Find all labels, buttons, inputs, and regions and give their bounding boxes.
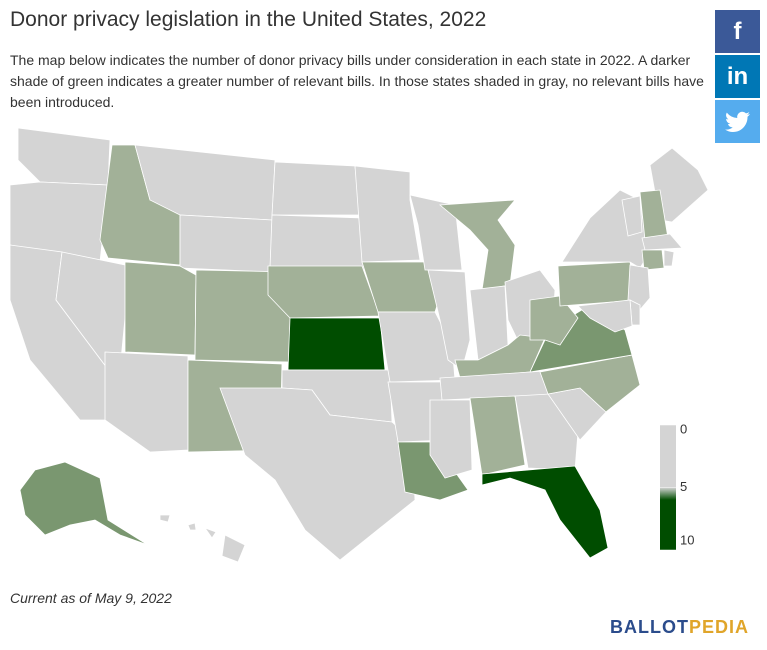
twitter-icon: [724, 111, 750, 132]
logo-part: BALLOT: [610, 617, 689, 637]
twitter-button[interactable]: [715, 100, 760, 143]
state: [627, 264, 651, 313]
state: [159, 514, 246, 563]
state: [124, 261, 197, 356]
state: [641, 233, 683, 251]
state: [104, 351, 189, 453]
facebook-button[interactable]: f: [715, 10, 760, 53]
subtitle: The map below indicates the number of do…: [10, 52, 704, 110]
logo: BALLOTPEDIA: [610, 617, 749, 638]
state: [621, 195, 643, 237]
state: [269, 214, 369, 271]
state: [469, 395, 526, 476]
title: Donor privacy legislation in the United …: [10, 8, 487, 31]
state: [271, 161, 361, 216]
legend-label: 0: [680, 421, 687, 436]
state: [219, 387, 416, 561]
linkedin-button[interactable]: in: [715, 55, 760, 98]
state: [17, 127, 111, 186]
state: [179, 214, 273, 273]
legend-label: 5: [680, 479, 687, 494]
state: [481, 465, 609, 559]
state: [557, 261, 639, 307]
footnote: Current as of May 9, 2022: [10, 590, 172, 606]
state: [267, 265, 381, 319]
state: [641, 249, 665, 271]
logo-part: PEDIA: [688, 617, 749, 637]
state: [663, 249, 675, 267]
legend-label: 10: [680, 532, 694, 547]
state: [287, 317, 386, 371]
state: [354, 165, 421, 263]
state: [19, 461, 149, 546]
state: [409, 194, 463, 271]
state: [429, 399, 473, 479]
state: [577, 299, 633, 333]
